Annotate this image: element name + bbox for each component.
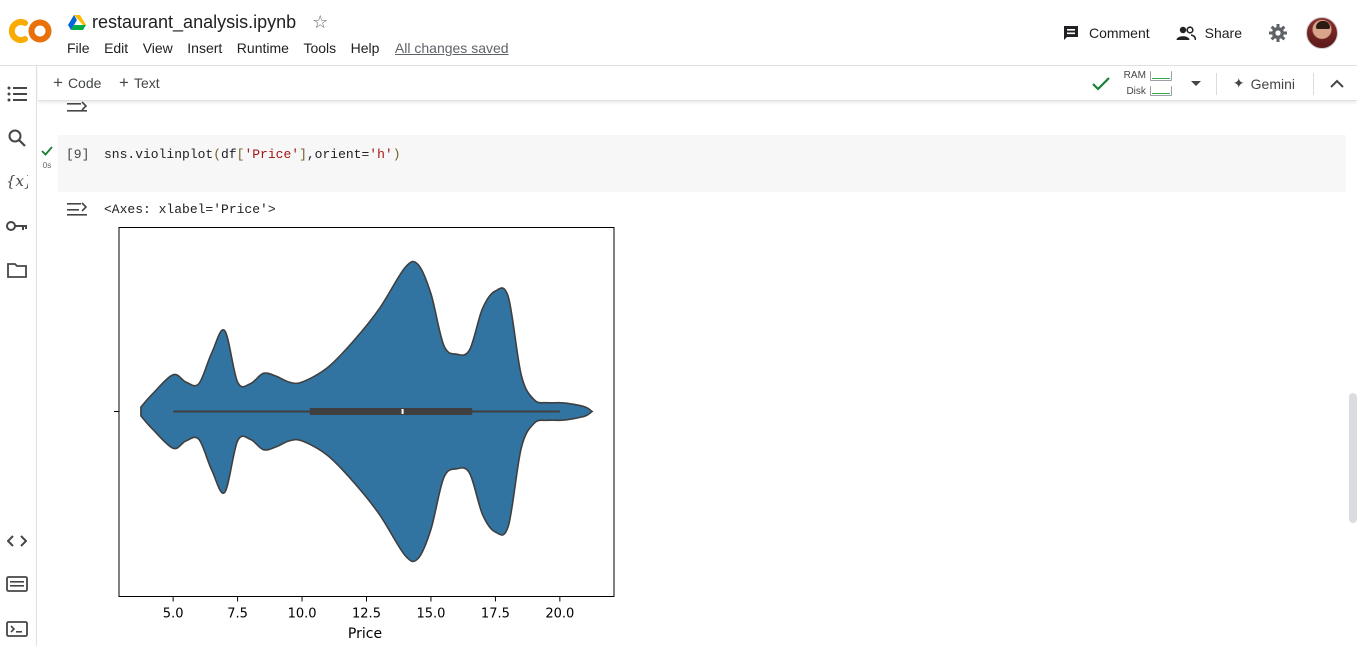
violin-plot: 5.0 7.5 10.0 12.5 15.0 17.5 20.0 Price — [114, 227, 615, 642]
x-axis-label: Price — [348, 626, 382, 642]
x-tick-label: 10.0 — [288, 607, 317, 622]
title-row: restaurant_analysis.ipynb ☆ — [68, 10, 328, 34]
sparkle-icon: ✦ — [1232, 75, 1245, 91]
ram-label: RAM — [1123, 69, 1146, 81]
runtime-controls: RAM Disk ✦ Gemini — [1091, 66, 1357, 101]
menu-insert[interactable]: Insert — [187, 40, 223, 56]
menu-help[interactable]: Help — [350, 40, 380, 56]
add-code-label: Code — [67, 75, 102, 91]
vertical-scrollbar[interactable] — [1349, 393, 1357, 523]
resource-meters[interactable] — [1149, 71, 1172, 96]
code-token: 'Price' — [244, 147, 300, 162]
code-token: df — [221, 147, 237, 162]
x-tick-label: 17.5 — [481, 607, 510, 622]
add-text-button[interactable]: + Text — [119, 73, 160, 92]
menu-edit[interactable]: Edit — [104, 40, 129, 56]
x-tick-label: 20.0 — [545, 607, 574, 622]
menu-view[interactable]: View — [142, 40, 173, 56]
gemini-button[interactable]: ✦ Gemini — [1233, 75, 1295, 92]
top-header: restaurant_analysis.ipynb ☆ File Edit Vi… — [0, 0, 1357, 66]
star-icon[interactable]: ☆ — [312, 12, 329, 32]
search-icon[interactable] — [6, 127, 28, 149]
connected-check-icon[interactable] — [1091, 76, 1110, 91]
cell-run-status[interactable]: 0s — [40, 143, 54, 170]
save-status-link[interactable]: All changes saved — [394, 40, 509, 56]
toolbar-divider — [1215, 72, 1217, 95]
menu-file[interactable]: File — [67, 40, 90, 56]
google-drive-icon[interactable] — [68, 14, 86, 30]
disk-label: Disk — [1126, 85, 1146, 97]
code-snippets-icon[interactable] — [6, 530, 28, 552]
x-tick-label: 7.5 — [227, 607, 248, 622]
table-of-contents-icon[interactable] — [6, 83, 28, 105]
settings-button[interactable] — [1268, 23, 1288, 43]
share-label: Share — [1204, 25, 1242, 41]
x-tick-label: 12.5 — [352, 607, 381, 622]
x-tick-label: 5.0 — [163, 607, 184, 622]
output-toggle-icon[interactable] — [67, 200, 89, 216]
code-token: ,orient= — [306, 147, 370, 162]
left-sidebar: {x} — [0, 66, 37, 646]
code-editor[interactable]: sns.violinplot(df['Price'],orient='h') — [104, 147, 401, 162]
notebook-toolbar: + Code + Text RAM Disk ✦ — [38, 66, 1357, 101]
plus-icon: + — [119, 73, 129, 92]
share-button[interactable]: Share — [1176, 25, 1242, 41]
code-token: ( — [213, 147, 222, 162]
comment-button[interactable]: Comment — [1062, 24, 1150, 42]
interquartile-box — [309, 408, 473, 415]
execution-time: 0s — [42, 161, 52, 170]
terminal-icon[interactable] — [6, 618, 28, 640]
add-text-label: Text — [133, 75, 160, 91]
code-token: ] — [299, 147, 307, 162]
account-avatar[interactable] — [1306, 17, 1338, 49]
menu-bar: File Edit View Insert Runtime Tools Help… — [67, 40, 523, 56]
median-marker — [401, 409, 404, 414]
svg-text:{x}: {x} — [6, 172, 28, 190]
disk-meter — [1149, 86, 1172, 96]
code-token: ) — [392, 147, 401, 162]
comment-label: Comment — [1088, 25, 1150, 41]
command-palette-icon[interactable] — [6, 573, 28, 595]
resource-labels[interactable]: RAM Disk — [1124, 68, 1146, 100]
code-token: sns.violinplot — [104, 147, 214, 162]
runtime-dropdown-icon[interactable] — [1190, 80, 1202, 88]
menu-tools[interactable]: Tools — [303, 40, 337, 56]
ram-meter — [1149, 71, 1172, 81]
folder-icon[interactable] — [6, 259, 28, 281]
gear-icon — [1269, 24, 1287, 42]
people-icon — [1176, 26, 1196, 41]
key-icon[interactable] — [6, 215, 28, 237]
gemini-label: Gemini — [1250, 75, 1295, 92]
variables-icon[interactable]: {x} — [6, 170, 28, 192]
add-code-button[interactable]: + Code — [53, 73, 102, 92]
notebook-title[interactable]: restaurant_analysis.ipynb — [92, 11, 297, 32]
execution-count: [9] — [66, 147, 90, 162]
output-toggle-icon[interactable] — [67, 100, 89, 114]
colab-logo[interactable] — [8, 14, 54, 48]
header-actions: Comment Share — [1062, 16, 1357, 50]
code-token: 'h' — [369, 147, 393, 162]
code-cell[interactable] — [58, 135, 1346, 192]
menu-runtime[interactable]: Runtime — [236, 40, 289, 56]
success-check-icon — [41, 146, 53, 156]
comment-icon — [1063, 26, 1078, 40]
toolbar-divider — [1313, 72, 1314, 95]
output-text: <Axes: xlabel='Price'> — [104, 202, 276, 217]
code-token: [ — [236, 147, 245, 162]
x-tick-label: 15.0 — [416, 607, 445, 622]
collapse-header-icon[interactable] — [1330, 79, 1344, 88]
plus-icon: + — [53, 73, 63, 92]
